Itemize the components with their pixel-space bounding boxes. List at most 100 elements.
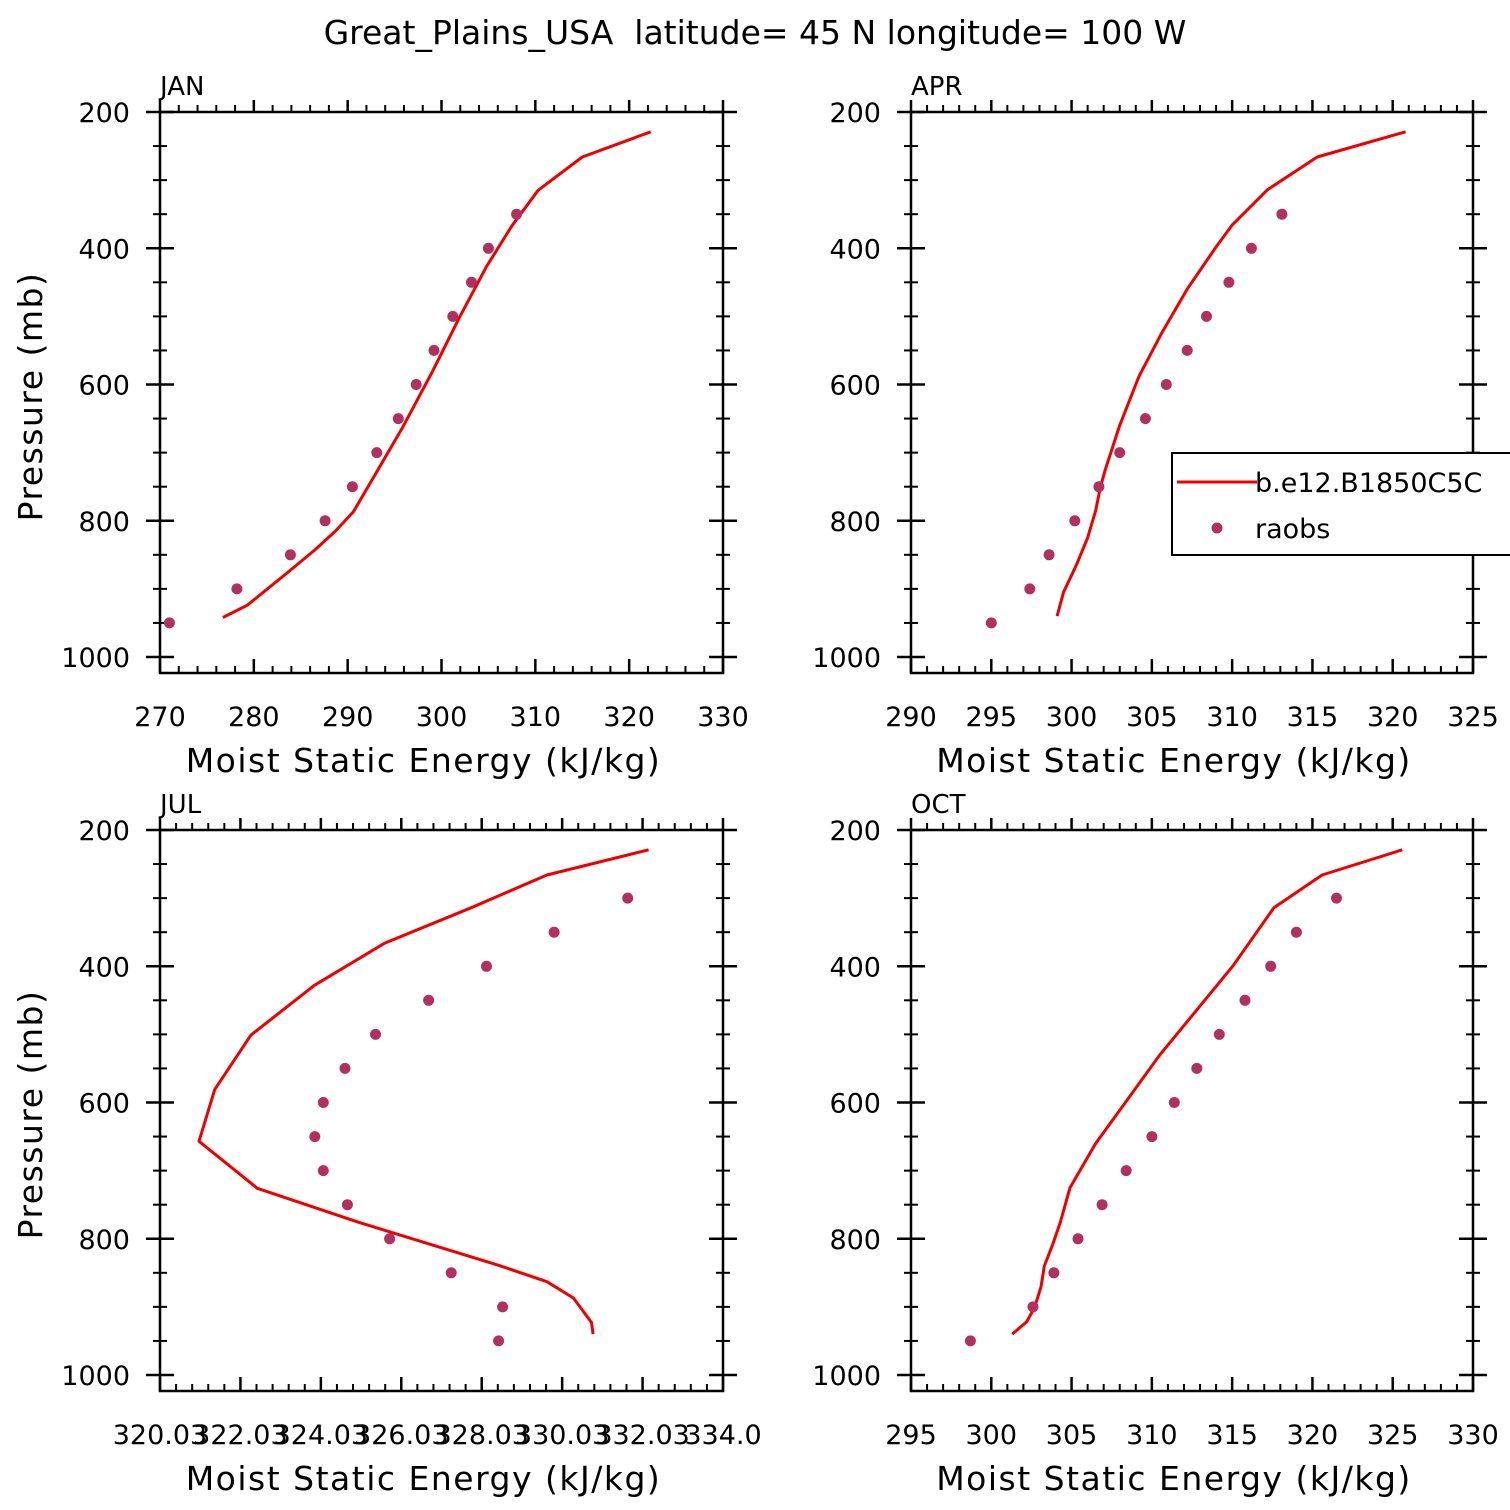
raobs-point [1048, 1267, 1060, 1279]
y-tick-label: 600 [829, 1089, 881, 1120]
figure-title: Great_Plains_USA latitude= 45 N longitud… [324, 13, 1187, 52]
x-tick-label: 310 [1206, 702, 1258, 733]
raobs-point [1276, 208, 1288, 220]
raobs-point [1168, 1097, 1180, 1108]
y-tick-label: 1000 [812, 643, 881, 674]
x-tick-label: 300 [416, 702, 468, 733]
x-tick-label: 270 [134, 702, 186, 733]
plot-frame [909, 110, 1475, 675]
raobs-point [1146, 1131, 1158, 1143]
panel-jul: 320.03322.03324.03326.03328.03330.03332.… [11, 790, 762, 1498]
raobs-point [1213, 1028, 1225, 1040]
raobs-point [1245, 242, 1257, 254]
raobs-point [548, 926, 560, 938]
x-tick-label: 295 [885, 1420, 937, 1451]
model-profile-line [197, 848, 649, 1335]
x-tick-label: 295 [966, 702, 1018, 733]
raobs-point [346, 481, 358, 493]
x-tick-label: 300 [1046, 702, 1098, 733]
raobs-point [1096, 1199, 1108, 1211]
legend-point-swatch [1211, 522, 1223, 534]
raobs-point [371, 447, 383, 459]
y-tick-label: 400 [829, 234, 881, 265]
raobs-point [1265, 960, 1277, 972]
x-tick-label: 290 [322, 702, 374, 733]
legend-box [1171, 452, 1510, 556]
x-tick-label: 330.03 [515, 1420, 609, 1451]
x-tick-label: 334.0 [684, 1420, 761, 1451]
raobs-point [317, 1097, 329, 1108]
x-tick-label: 328.03 [434, 1420, 528, 1451]
raobs-point [622, 892, 634, 904]
panel-jan: 270 280 290 300 310 320 330 200 400 600 800 1000 JAN… [11, 72, 749, 780]
raobs-point [428, 344, 440, 356]
y-tick-label: 1000 [61, 643, 130, 674]
panel-label: OCT [911, 790, 966, 820]
y-axis-label: Pressure (mb) [11, 990, 50, 1240]
model-profile-line [1055, 130, 1407, 617]
raobs-point [1024, 583, 1036, 595]
x-tick-label: 305 [1046, 1420, 1098, 1451]
x-tick-label: 320.03 [113, 1420, 207, 1451]
x-tick-label: 325 [1367, 1420, 1419, 1451]
x-tick-label: 325 [1447, 702, 1499, 733]
panel-oct: 295 300 305 310 315 320 325 330 200 400 600 800 1000… [812, 790, 1498, 1498]
y-tick-label: 200 [78, 98, 130, 129]
raobs-point [1181, 344, 1193, 356]
x-axis-label: Moist Static Energy (kJ/kg) [186, 741, 662, 780]
x-tick-label: 330 [697, 702, 749, 733]
raobs-point [410, 379, 422, 390]
raobs-point [447, 310, 459, 322]
raobs-point [1139, 413, 1151, 425]
x-tick-label: 320 [1287, 1420, 1339, 1451]
x-tick-label: 322.03 [193, 1420, 287, 1451]
raobs-point [466, 276, 477, 288]
raobs-point [1072, 1233, 1084, 1245]
x-tick-label: 315 [1287, 702, 1339, 733]
x-tick-label: 280 [228, 702, 280, 733]
model-profile-line [222, 130, 652, 619]
x-axis-label: Moist Static Energy (kJ/kg) [186, 1459, 662, 1498]
y-axis-label: Pressure (mb) [11, 272, 50, 522]
y-tick-label: 1000 [812, 1361, 881, 1392]
y-tick-label: 400 [78, 952, 130, 983]
raobs-point [1223, 276, 1235, 288]
x-tick-label: 332.03 [595, 1420, 689, 1451]
y-tick-label: 600 [78, 371, 130, 402]
raobs-point [1191, 1062, 1203, 1074]
raobs-point [341, 1199, 353, 1211]
raobs-point [317, 1165, 329, 1177]
raobs-point [985, 617, 997, 629]
raobs-point [497, 1301, 509, 1313]
x-tick-label: 324.03 [274, 1420, 368, 1451]
x-tick-label: 320 [603, 702, 655, 733]
model-profile-line [1011, 848, 1403, 1336]
x-tick-label: 310 [510, 702, 562, 733]
raobs-point [1043, 549, 1055, 561]
raobs-point [481, 960, 492, 972]
raobs-point [163, 617, 175, 629]
raobs-point [1114, 447, 1126, 459]
raobs-point [1290, 926, 1302, 938]
raobs-point [445, 1267, 457, 1279]
raobs-point [1331, 892, 1342, 904]
legend-model-label: b.e12.B1850C5C [1255, 468, 1482, 499]
raobs-point [511, 208, 523, 220]
y-tick-label: 800 [829, 1225, 881, 1256]
panels: 270 280 290 300 310 320 330 200 400 600 800 1000 JAN… [11, 72, 1510, 1498]
panel-label: APR [911, 72, 963, 102]
x-axis-label: Moist Static Energy (kJ/kg) [936, 741, 1412, 780]
raobs-point [1239, 994, 1251, 1006]
raobs-point [370, 1028, 381, 1040]
x-tick-label: 315 [1206, 1420, 1258, 1451]
x-tick-label: 290 [885, 702, 937, 733]
y-tick-label: 200 [78, 816, 130, 847]
y-tick-label: 400 [78, 234, 130, 265]
raobs-point [493, 1335, 505, 1347]
y-tick-label: 400 [829, 952, 881, 983]
raobs-point [964, 1335, 976, 1347]
raobs-point [384, 1233, 396, 1245]
raobs-point [1027, 1301, 1039, 1313]
raobs-point [284, 549, 296, 561]
